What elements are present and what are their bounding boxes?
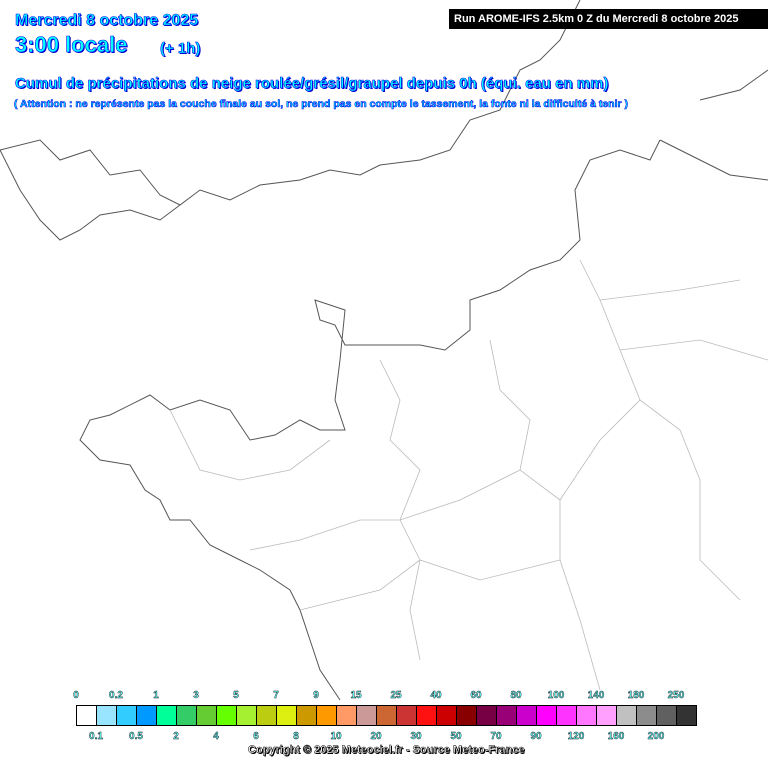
legend-swatch	[197, 706, 217, 725]
color-legend	[76, 705, 697, 726]
legend-label-bottom: 4	[213, 731, 219, 742]
legend-swatch	[317, 706, 337, 725]
legend-swatch	[97, 706, 117, 725]
legend-swatch	[117, 706, 137, 725]
legend-label-bottom: 0.1	[89, 731, 103, 742]
legend-label-top: 3	[193, 690, 199, 701]
legend-swatch	[277, 706, 297, 725]
legend-label-bottom: 200	[647, 731, 665, 742]
legend-swatch	[257, 706, 277, 725]
legend-swatch	[677, 706, 696, 725]
legend-swatch	[417, 706, 437, 725]
legend-label-top: 100	[547, 690, 565, 701]
region-borders	[169, 259, 768, 691]
legend-label-top: 80	[510, 690, 522, 701]
england-coastline	[0, 0, 581, 241]
legend-swatch	[577, 706, 597, 725]
legend-label-bottom: 6	[253, 731, 259, 742]
legend-swatch	[357, 706, 377, 725]
legend-swatch	[177, 706, 197, 725]
legend-label-bottom: 120	[567, 731, 585, 742]
forecast-time: 3:00 locale	[15, 32, 128, 58]
legend-swatch	[217, 706, 237, 725]
legend-label-top: 40	[430, 690, 442, 701]
legend-swatch	[557, 706, 577, 725]
legend-label-top: 250	[667, 690, 685, 701]
legend-label-top: 1	[153, 690, 159, 701]
legend-label-top: 5	[233, 690, 239, 701]
legend-label-top: 180	[627, 690, 645, 701]
legend-swatch	[657, 706, 677, 725]
legend-label-top: 60	[470, 690, 482, 701]
legend-label-bottom: 30	[410, 731, 422, 742]
legend-label-top: 0	[73, 690, 79, 701]
legend-label-bottom: 50	[450, 731, 462, 742]
legend-label-bottom: 90	[530, 731, 542, 742]
legend-swatch	[617, 706, 637, 725]
legend-label-top: 0.2	[109, 690, 123, 701]
forecast-date: Mercredi 8 octobre 2025	[15, 12, 199, 30]
legend-swatch	[477, 706, 497, 725]
legend-label-top: 140	[587, 690, 605, 701]
legend-swatch	[517, 706, 537, 725]
legend-label-bottom: 0.5	[129, 731, 143, 742]
legend-swatch	[297, 706, 317, 725]
legend-label-bottom: 2	[173, 731, 179, 742]
map-warning: ( Attention : ne représente pas la couch…	[14, 98, 629, 111]
forecast-offset: (+ 1h)	[160, 40, 201, 58]
legend-swatch	[397, 706, 417, 725]
legend-swatch	[337, 706, 357, 725]
france-coastline	[79, 139, 661, 701]
map-title: Cumul de précipitations de neige roulée/…	[15, 75, 609, 93]
legend-swatch	[457, 706, 477, 725]
legend-swatch	[77, 706, 97, 725]
legend-swatch	[497, 706, 517, 725]
legend-label-bottom: 70	[490, 731, 502, 742]
legend-label-top: 7	[273, 690, 279, 701]
legend-swatch	[237, 706, 257, 725]
legend-label-bottom: 20	[370, 731, 382, 742]
legend-label-top: 15	[350, 690, 362, 701]
legend-label-bottom: 160	[607, 731, 625, 742]
legend-label-top: 25	[390, 690, 402, 701]
legend-swatch	[437, 706, 457, 725]
run-info: Run AROME-IFS 2.5km 0 Z du Mercredi 8 oc…	[449, 9, 768, 29]
legend-swatch	[137, 706, 157, 725]
legend-swatch	[637, 706, 657, 725]
legend-swatch	[537, 706, 557, 725]
legend-swatch	[377, 706, 397, 725]
legend-swatch	[597, 706, 617, 725]
legend-label-top: 9	[313, 690, 319, 701]
benelux-coastline	[659, 69, 768, 181]
legend-label-bottom: 8	[293, 731, 299, 742]
legend-label-bottom: 10	[330, 731, 342, 742]
legend-swatch	[157, 706, 177, 725]
copyright: Copyright © 2025 Meteociel.fr - Source M…	[248, 744, 525, 757]
